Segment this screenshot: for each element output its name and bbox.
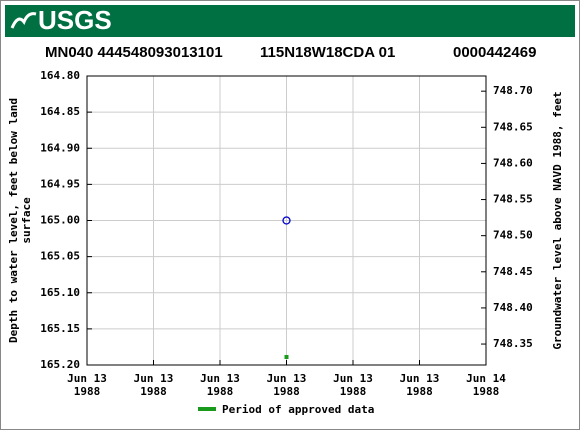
y2-tick-label: 748.65 <box>493 120 533 133</box>
x-tick-label: Jun 14 1988 <box>466 372 506 398</box>
y-tick-label: 164.90 <box>40 141 80 154</box>
header-bar <box>5 5 575 37</box>
y2-tick-label: 748.35 <box>493 337 533 350</box>
y-tick-label: 165.10 <box>40 286 80 299</box>
y-tick-label: 164.80 <box>40 69 80 82</box>
x-tick-label: Jun 13 1988 <box>200 372 240 398</box>
x-tick-label: Jun 13 1988 <box>267 372 307 398</box>
plot-border <box>86 75 487 366</box>
x-tick-label: Jun 13 1988 <box>134 372 174 398</box>
y-tick-label: 164.95 <box>40 177 80 190</box>
approved-period <box>284 355 289 359</box>
data-point <box>282 216 291 225</box>
y2-tick-label: 748.45 <box>493 265 533 278</box>
y2-axis-label: Groundwater level above NAVD 1988, feet <box>551 91 564 349</box>
y-axis-label: Depth to water level, feet below land <box>7 98 20 343</box>
y2-tick-label: 748.55 <box>493 193 533 206</box>
title-id: 0000442469 <box>453 44 536 61</box>
y2-tick-label: 748.50 <box>493 229 533 242</box>
x-tick-label: Jun 13 1988 <box>400 372 440 398</box>
y2-tick-label: 748.60 <box>493 156 533 169</box>
y-tick-label: 165.00 <box>40 214 80 227</box>
x-tick-label: Jun 13 1988 <box>333 372 373 398</box>
y-axis-label: surface <box>20 197 33 244</box>
title-location: 115N18W18CDA 01 <box>260 44 395 61</box>
y-tick-label: 165.15 <box>40 322 80 335</box>
logo-text: USGS <box>38 5 112 35</box>
logo-icon <box>10 12 37 29</box>
y2-tick-label: 748.40 <box>493 301 533 314</box>
y-tick-label: 165.05 <box>40 250 80 263</box>
x-tick-label: Jun 13 1988 <box>67 372 107 398</box>
y2-tick-label: 748.70 <box>493 84 533 97</box>
title-site: MN040 444548093013101 <box>45 44 223 61</box>
legend-label: Period of approved data <box>222 403 374 416</box>
y-tick-label: 165.20 <box>40 358 80 371</box>
y-tick-label: 164.85 <box>40 105 80 118</box>
